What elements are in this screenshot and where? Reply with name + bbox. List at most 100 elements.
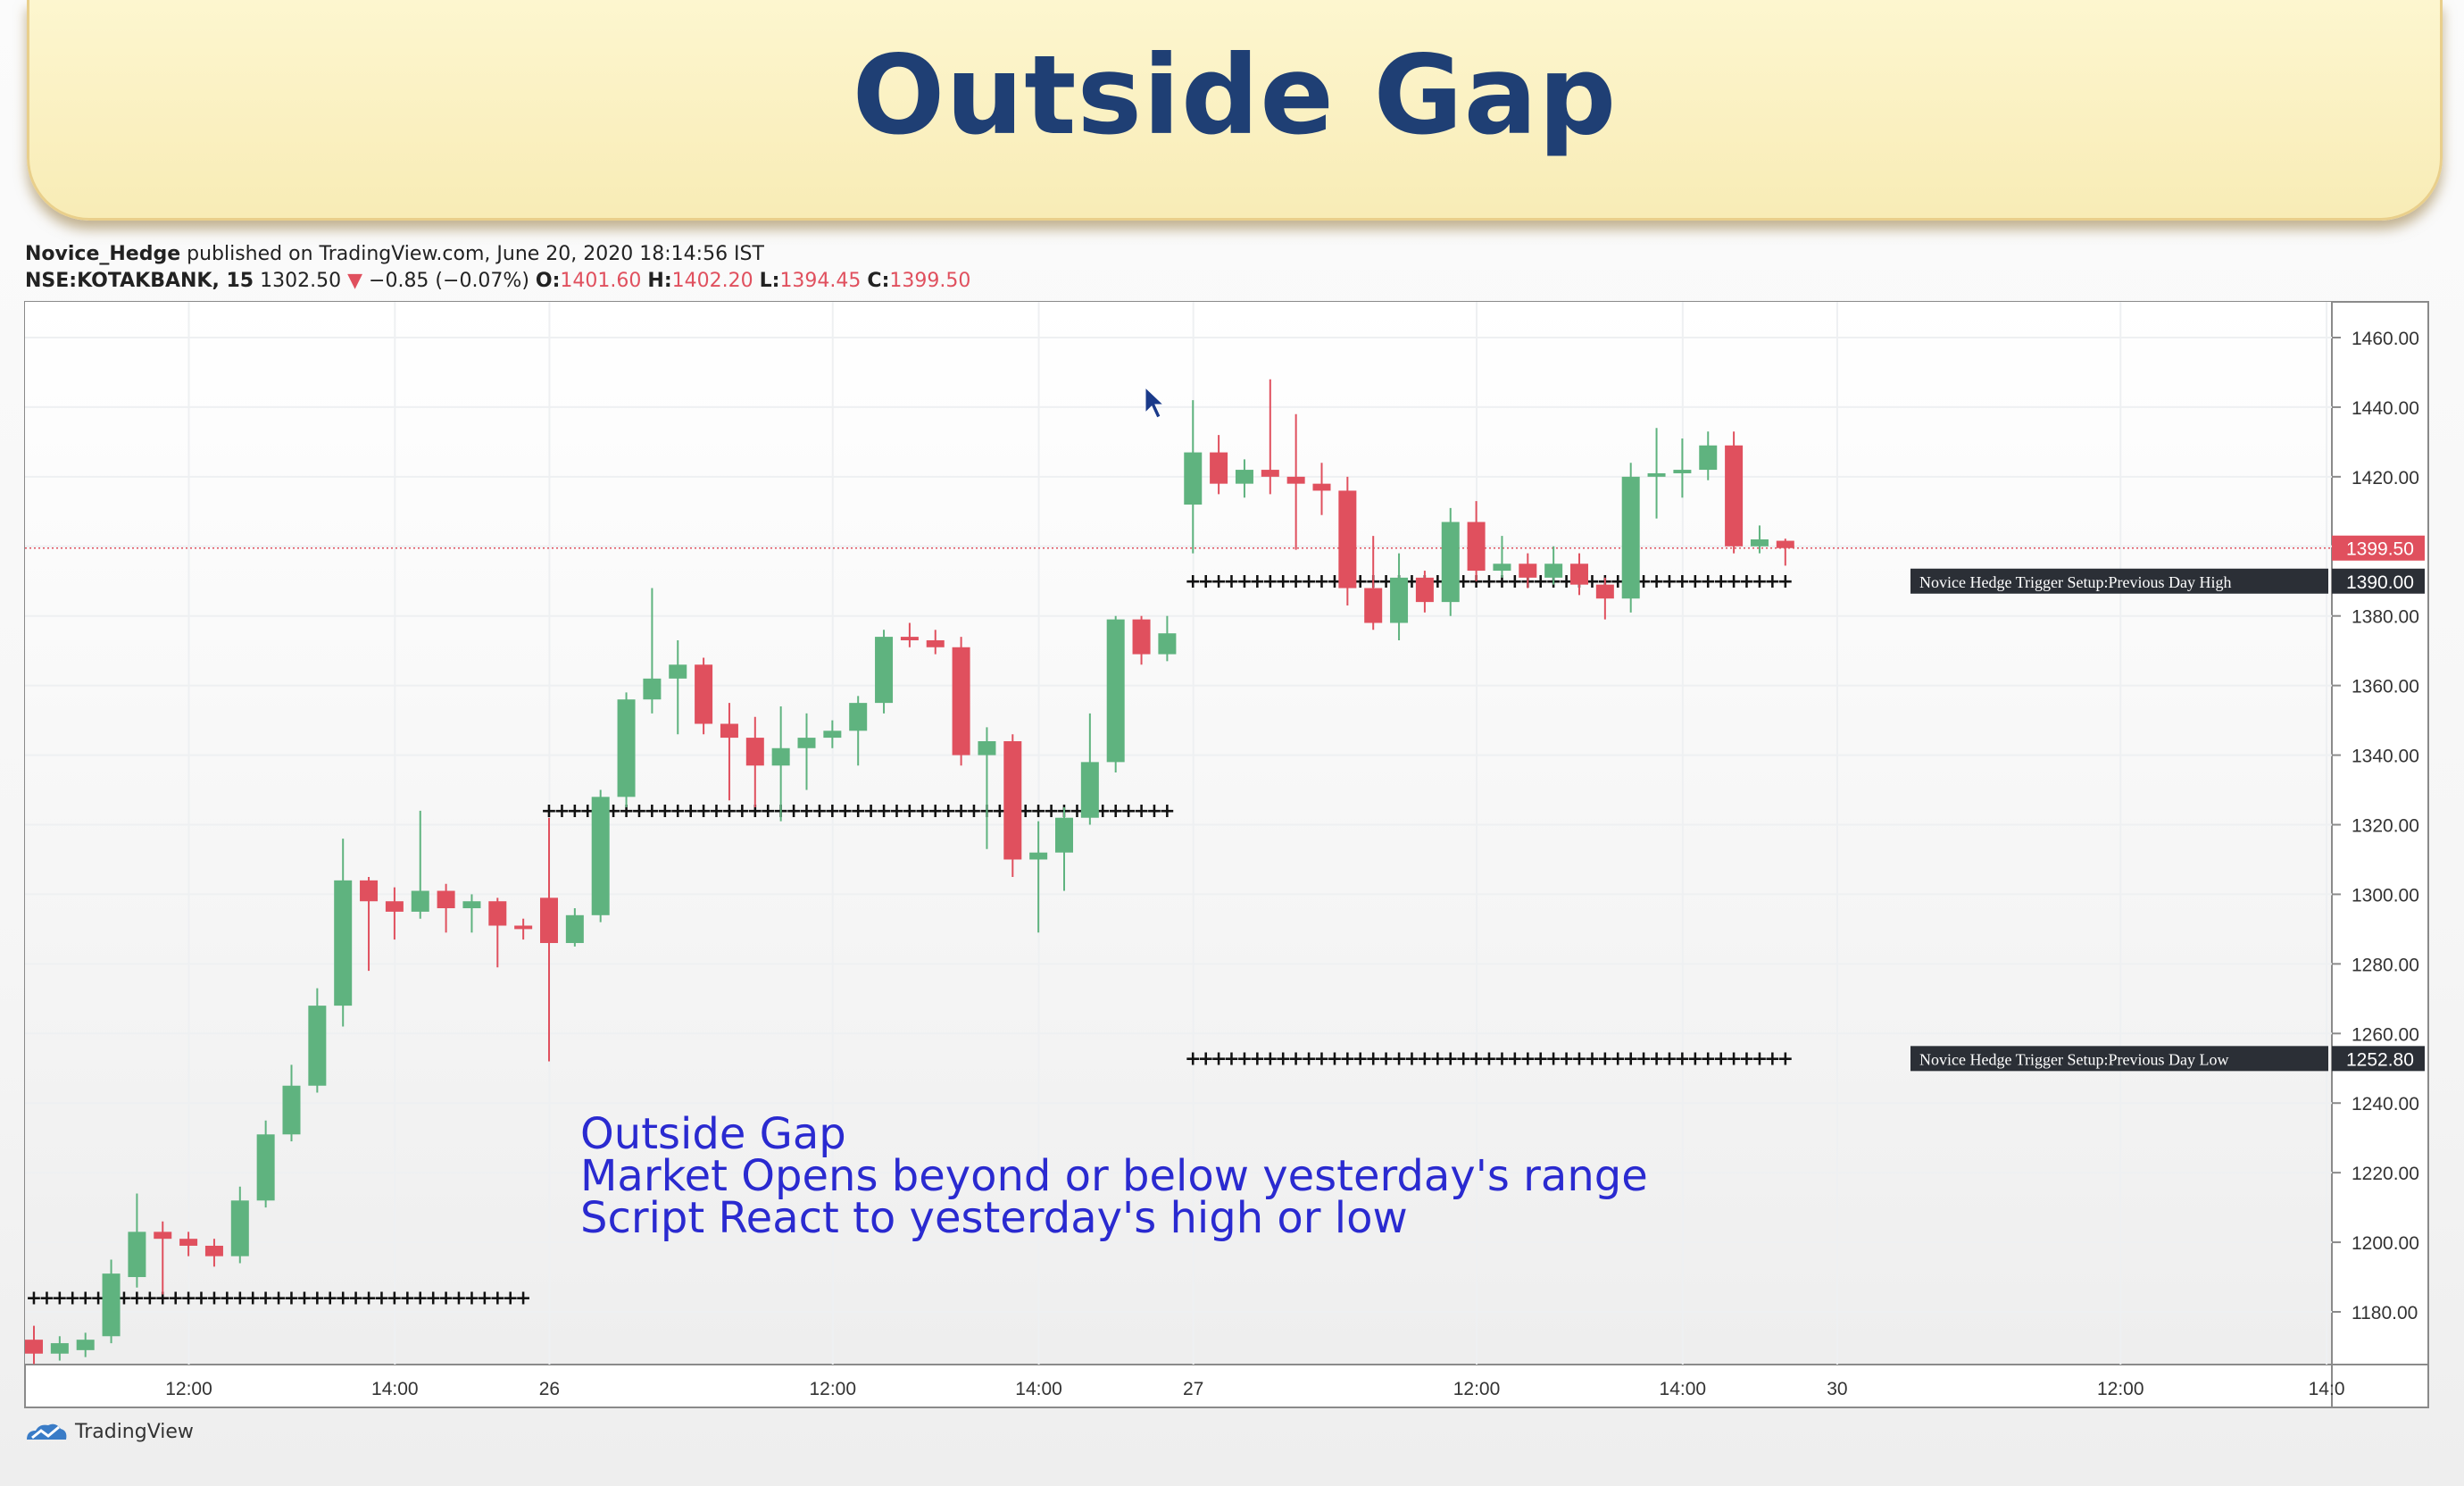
y-tick-label: 1340.00: [2352, 747, 2419, 767]
candle-body-up: [230, 1200, 249, 1256]
candle-body-down: [1776, 540, 1794, 548]
level-marker: +: [1712, 571, 1728, 593]
level-label-box: [1910, 1046, 2328, 1072]
level-marker: +: [1378, 1048, 1394, 1070]
annotation-line-1: Outside Gap: [580, 1109, 846, 1159]
candle-body-up: [849, 703, 868, 731]
level-marker: +: [425, 1287, 441, 1309]
candle-body-down: [1415, 577, 1434, 603]
level-marker: +: [489, 1287, 505, 1309]
level-marker: +: [503, 1287, 519, 1309]
candle-body-up: [462, 901, 481, 909]
level-marker: +: [1287, 571, 1303, 593]
level-marker: +: [1687, 571, 1703, 593]
level-marker: +: [1494, 571, 1510, 593]
candle-body-down: [437, 890, 455, 909]
level-marker: +: [1275, 1048, 1291, 1070]
level-marker: +: [1030, 800, 1046, 822]
banner-title: Outside Gap: [852, 32, 1618, 159]
publish-info: Novice_Hedge published on TradingView.co…: [25, 243, 764, 265]
level-marker: +: [798, 800, 814, 822]
candle-body-down: [1595, 584, 1614, 599]
level-marker: +: [1185, 571, 1201, 593]
level-marker: +: [451, 1287, 467, 1309]
last-price-label: 1399.50: [2346, 539, 2414, 560]
candle-body-up: [1673, 470, 1692, 473]
candle-body-up: [1750, 538, 1769, 547]
candle-body-down: [695, 664, 713, 724]
level-marker: +: [373, 1287, 389, 1309]
level-marker: +: [1752, 1048, 1768, 1070]
y-tick-label: 1380.00: [2352, 607, 2419, 628]
y-tick-label: 1300.00: [2352, 885, 2419, 906]
x-tick-label: 30: [1827, 1379, 1847, 1399]
level-marker: +: [1494, 1048, 1510, 1070]
tradingview-brand[interactable]: TradingView: [23, 1420, 194, 1443]
candle-body-up: [669, 664, 687, 679]
symbol-label: NSE:KOTAKBANK, 15: [25, 270, 254, 292]
level-marker: +: [309, 1287, 325, 1309]
y-tick-label: 1180.00: [2352, 1303, 2418, 1323]
level-marker: +: [1674, 1048, 1690, 1070]
level-marker: +: [1712, 1048, 1728, 1070]
low-value: 1394.45: [779, 270, 862, 292]
level-marker: +: [129, 1287, 145, 1309]
level-marker: +: [567, 800, 583, 822]
level-marker: +: [1391, 1048, 1407, 1070]
level-marker: +: [1481, 571, 1497, 593]
level-marker: +: [928, 800, 944, 822]
level-marker: +: [477, 1287, 493, 1309]
candle-body-down: [385, 901, 404, 912]
last-price-badge: [2332, 535, 2425, 561]
level-marker: +: [888, 800, 904, 822]
y-tick-label: 1460.00: [2352, 329, 2419, 349]
candle-body-up: [1699, 445, 1718, 471]
candle-body-down: [952, 647, 970, 756]
candle-body-up: [1158, 633, 1177, 655]
level-marker: +: [1764, 571, 1780, 593]
level-marker: +: [1610, 1048, 1626, 1070]
author-name[interactable]: Novice_Hedge: [25, 243, 181, 265]
candle-body-up: [1544, 564, 1563, 578]
level-marker: +: [862, 800, 878, 822]
level-marker: +: [1674, 571, 1690, 593]
level-marker: +: [1403, 1048, 1419, 1070]
candle-body-up: [978, 740, 996, 756]
level-marker: +: [1146, 800, 1162, 822]
level-marker: +: [1339, 1048, 1355, 1070]
x-tick-label: 12:00: [1453, 1379, 1501, 1399]
level-marker: +: [1584, 1048, 1600, 1070]
candle-body-down: [1570, 564, 1588, 585]
level-marker: +: [412, 1287, 429, 1309]
level-marker: +: [657, 800, 673, 822]
level-marker: +: [1533, 1048, 1549, 1070]
y-tick-label: 1320.00: [2352, 816, 2419, 837]
candle-body-up: [411, 890, 429, 912]
candle-body-up: [1106, 619, 1125, 763]
level-marker: +: [1287, 1048, 1303, 1070]
level-marker: +: [1262, 571, 1278, 593]
candle-body-up: [308, 1006, 327, 1086]
level-marker: +: [463, 1287, 479, 1309]
level-marker: +: [618, 800, 634, 822]
close-value: 1399.50: [889, 270, 971, 292]
open-value: 1401.60: [560, 270, 642, 292]
level-marker: +: [1417, 1048, 1433, 1070]
candle-body-down: [1312, 483, 1331, 491]
level-marker: +: [1558, 1048, 1574, 1070]
level-marker: +: [142, 1287, 158, 1309]
candle-body-down: [514, 925, 533, 930]
level-marker: +: [245, 1287, 261, 1309]
level-marker: +: [1197, 1048, 1213, 1070]
candle-body-up: [334, 880, 353, 1006]
candle-body-up: [282, 1085, 301, 1135]
candle-body-up: [1029, 852, 1048, 860]
tradingview-logo-icon: [27, 1423, 67, 1440]
candle-body-down: [1519, 564, 1537, 578]
level-marker: +: [283, 1287, 299, 1309]
level-marker: +: [940, 800, 956, 822]
candle-body-up: [1184, 452, 1203, 505]
level-marker: +: [670, 800, 686, 822]
ohlc-legend: NSE:KOTAKBANK, 15 1302.50 ▼ −0.85 (−0.07…: [25, 270, 970, 292]
